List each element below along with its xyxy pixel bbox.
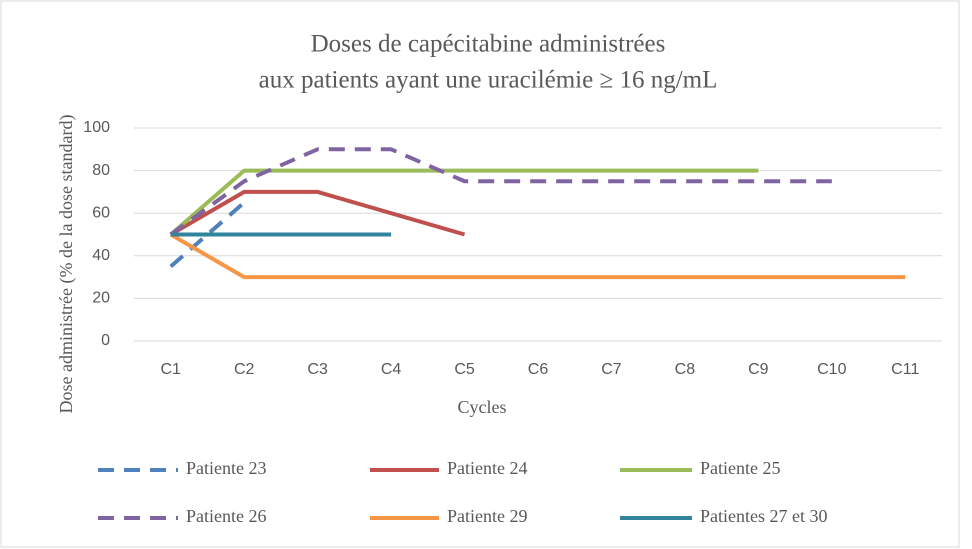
legend-label: Patiente 24: [447, 458, 527, 478]
legend-label: Patientes 27 et 30: [700, 506, 827, 526]
line-series: [169, 147, 832, 237]
x-tick-label: C4: [381, 361, 402, 378]
x-tick-label: C1: [161, 361, 182, 378]
x-tick-label: C2: [234, 361, 255, 378]
y-tick-label: 0: [101, 332, 110, 349]
x-tick-label: C5: [454, 361, 475, 378]
line-series: [169, 189, 466, 237]
x-axis-label: Cycles: [458, 397, 507, 417]
y-tick-label: 100: [83, 119, 110, 136]
y-tick-label: 80: [92, 162, 110, 179]
legend-label: Patiente 29: [447, 506, 527, 526]
chart-title: Doses de capécitabine administrées: [311, 31, 666, 58]
legend-label: Patiente 26: [186, 506, 266, 526]
x-tick-label: C9: [748, 361, 769, 378]
x-tick-label: C7: [601, 361, 622, 378]
line-series: [169, 232, 906, 280]
line-series: [169, 201, 246, 268]
x-tick-label: C10: [817, 361, 846, 378]
x-tick-label: C6: [528, 361, 549, 378]
x-tick-label: C8: [675, 361, 696, 378]
legend-label: Patiente 23: [186, 458, 266, 478]
y-tick-label: 40: [92, 247, 110, 264]
x-tick-label: C3: [307, 361, 328, 378]
chart-title: aux patients ayant une uracilémie ≥ 16 n…: [259, 67, 718, 94]
legend-label: Patiente 25: [700, 458, 780, 478]
y-axis-label: Dose administrée (% de la dose standard): [56, 115, 77, 414]
y-tick-label: 60: [92, 204, 110, 221]
y-tick-label: 20: [92, 290, 110, 307]
x-tick-label: C11: [891, 361, 919, 378]
